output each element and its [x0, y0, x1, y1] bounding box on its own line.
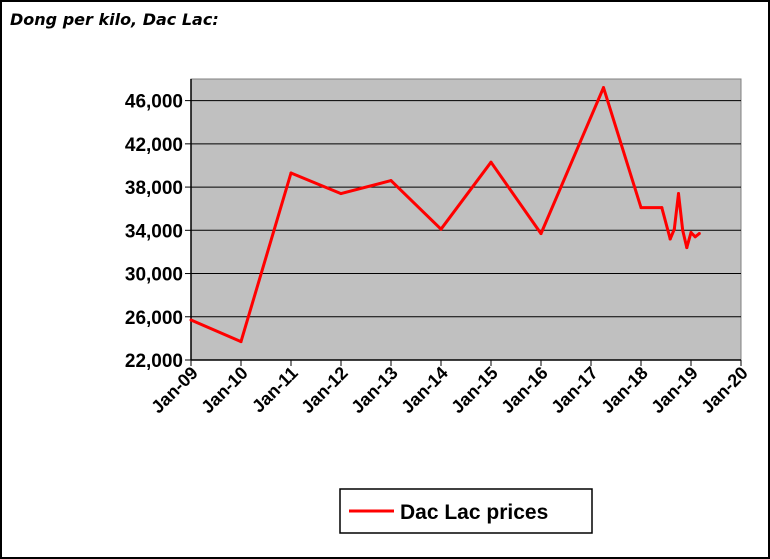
chart-title: Dong per kilo, Dac Lac:	[10, 10, 219, 29]
data-point	[697, 232, 701, 236]
data-point	[189, 318, 193, 322]
x-tick-label: Jan-11	[248, 363, 302, 417]
data-point	[639, 206, 643, 210]
y-axis-ticks: 22,000 26,000 30,000 34,000 38,000 42,000 46,0…	[125, 92, 191, 372]
x-tick-label: Jan-19	[647, 363, 701, 417]
legend-label-dac-lac-prices: Dac Lac prices	[400, 501, 548, 524]
y-tick-label: 22,000	[125, 351, 183, 372]
y-tick-label: 26,000	[125, 308, 183, 329]
x-axis-ticks: Jan-09Jan-10Jan-11Jan-12Jan-13Jan-14Jan-…	[147, 360, 752, 417]
x-tick-label: Jan-13	[347, 363, 401, 417]
x-tick-label: Jan-10	[197, 363, 251, 417]
x-tick-label: Jan-12	[297, 363, 351, 417]
series-layer	[189, 86, 701, 344]
data-point	[339, 192, 343, 196]
y-tick-label: 46,000	[125, 92, 183, 113]
data-point	[685, 246, 689, 250]
x-tick-label: Jan-16	[497, 363, 551, 417]
data-point	[289, 171, 293, 175]
y-tick-label: 30,000	[125, 265, 183, 286]
x-tick-label: Jan-14	[397, 363, 451, 417]
data-point	[439, 227, 443, 231]
legend: Dac Lac prices	[339, 488, 593, 534]
y-tick-label: 42,000	[125, 135, 183, 156]
axes	[190, 79, 741, 361]
data-point	[489, 160, 493, 164]
data-point	[672, 227, 676, 231]
plot-area	[190, 78, 742, 361]
data-point	[602, 86, 605, 90]
x-tick-label: Jan-17	[547, 363, 601, 417]
data-point	[389, 179, 393, 183]
x-tick-label: Jan-18	[597, 363, 651, 417]
data-point	[693, 235, 697, 239]
data-point	[668, 237, 672, 241]
y-tick-label: 38,000	[125, 178, 183, 199]
x-tick-label: Jan-15	[447, 363, 501, 417]
data-point	[677, 192, 680, 196]
data-point	[660, 206, 664, 210]
grid-lines	[191, 100, 741, 318]
x-tick-label: Jan-20	[697, 363, 751, 417]
data-point	[689, 230, 693, 234]
data-point	[539, 232, 543, 236]
data-point	[681, 228, 685, 232]
y-tick-label: 34,000	[125, 221, 183, 242]
data-point	[239, 340, 243, 344]
